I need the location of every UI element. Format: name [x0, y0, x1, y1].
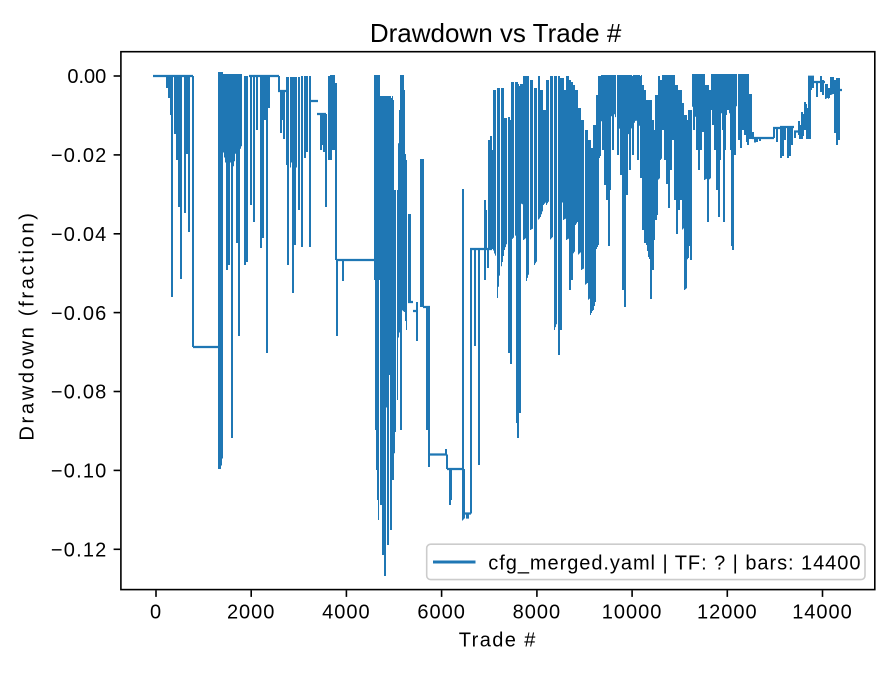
svg-text:0.00: 0.00	[67, 66, 106, 88]
svg-text:Drawdown vs Trade #: Drawdown vs Trade #	[370, 18, 622, 48]
svg-text:−0.08: −0.08	[51, 382, 108, 404]
svg-text:4000: 4000	[322, 601, 371, 623]
svg-text:−0.10: −0.10	[51, 461, 108, 483]
svg-text:−0.06: −0.06	[51, 303, 108, 325]
svg-text:12000: 12000	[697, 601, 758, 623]
svg-text:0: 0	[150, 601, 162, 623]
svg-text:14000: 14000	[792, 601, 853, 623]
svg-text:8000: 8000	[513, 601, 562, 623]
svg-text:−0.04: −0.04	[51, 224, 108, 246]
svg-text:−0.12: −0.12	[51, 540, 108, 562]
svg-text:Drawdown (fraction): Drawdown (fraction)	[17, 210, 39, 440]
svg-text:2000: 2000	[227, 601, 276, 623]
svg-text:cfg_merged.yaml | TF: ? | bars: cfg_merged.yaml | TF: ? | bars: 14400	[488, 552, 861, 574]
svg-text:Trade #: Trade #	[459, 629, 537, 651]
svg-text:6000: 6000	[417, 601, 466, 623]
svg-text:−0.02: −0.02	[51, 145, 108, 167]
svg-text:10000: 10000	[602, 601, 663, 623]
